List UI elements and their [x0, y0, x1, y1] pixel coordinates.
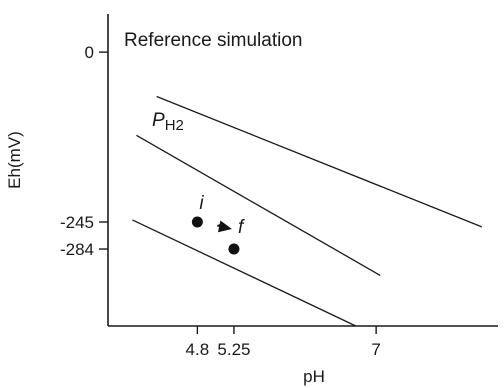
line-label: PH2 — [152, 110, 184, 134]
series-line-2 — [136, 134, 381, 276]
series-line-3 — [132, 219, 357, 327]
y-axis-label: Eh(mV) — [5, 131, 24, 189]
point-i — [191, 216, 203, 228]
path-arrow-head — [218, 220, 232, 233]
point-label-i: i — [199, 193, 204, 214]
point-f — [228, 243, 240, 255]
markers: if — [191, 193, 245, 255]
y-tick-label: -245 — [60, 213, 94, 232]
series-line-1 — [156, 95, 483, 228]
series — [132, 95, 483, 327]
x-axis-label: pH — [303, 367, 325, 386]
chart-title: Reference simulation — [124, 30, 302, 51]
y-tick-label: -284 — [60, 240, 94, 259]
axes — [107, 14, 498, 327]
line-label-main: P — [152, 110, 165, 131]
x-tick-label: 4.8 — [186, 340, 210, 359]
x-tick-label: 5.25 — [217, 340, 250, 359]
ticks: 4.8 5.25 7 0 -245 -284 — [60, 43, 381, 359]
x-tick-label: 7 — [371, 340, 380, 359]
point-label-f: f — [238, 217, 245, 238]
line-label-sub: H2 — [165, 117, 184, 134]
y-tick-label: 0 — [85, 43, 94, 62]
